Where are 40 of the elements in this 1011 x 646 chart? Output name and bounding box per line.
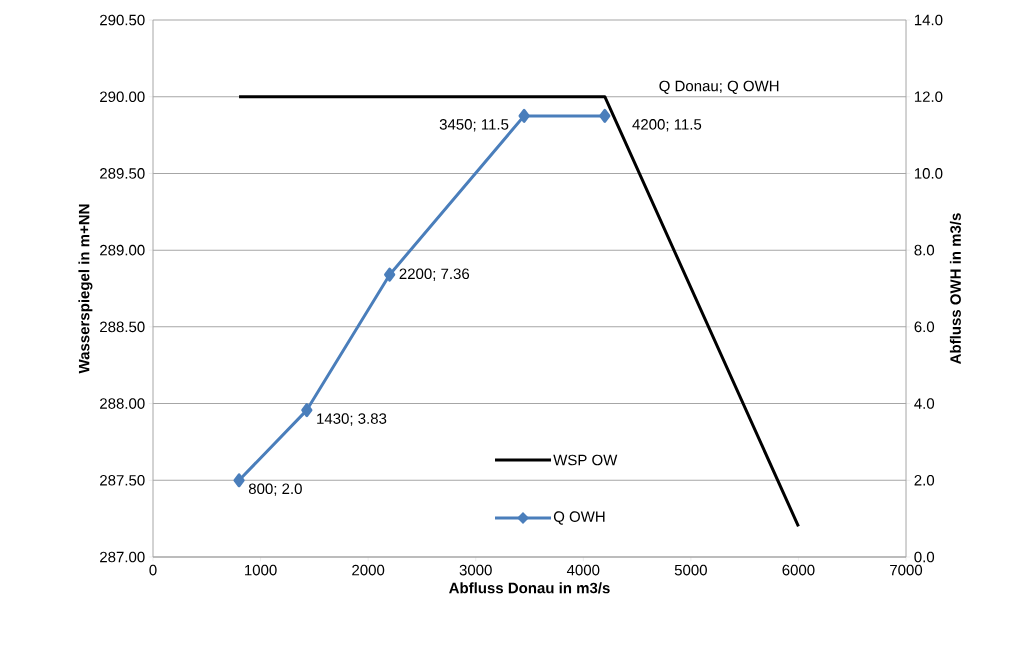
x-tick-label: 2000 [352, 564, 385, 576]
x-tick-label: 4000 [566, 564, 600, 576]
y2-tick-label: 10.0 [914, 168, 943, 179]
y2-tick-label: 2.0 [914, 474, 935, 486]
y-tick-label: 290.00 [100, 91, 145, 103]
annotation: Q Donau; Q OWH [659, 80, 779, 94]
x-tick-label: 6000 [782, 564, 815, 576]
y-axis-title: Wasserspiegel in m+NN [78, 204, 93, 374]
y2-tick-label: 12.0 [914, 91, 943, 103]
y2-tick-label: 6.0 [914, 321, 935, 333]
legend-label: WSP OW [553, 454, 618, 466]
x-tick-label: 7000 [890, 564, 923, 576]
data-label: 2200; 7.36 [399, 268, 470, 281]
x-tick-label: 1000 [245, 564, 277, 576]
y-tick-label: 289.50 [100, 168, 145, 179]
y2-tick-label: 4.0 [914, 398, 935, 409]
x-tick-label: 5000 [674, 564, 707, 576]
y-tick-label: 287.00 [100, 551, 145, 563]
point [301, 403, 313, 418]
point [599, 108, 611, 123]
point [518, 108, 530, 123]
y-tick-label: 288.00 [100, 398, 145, 409]
x-tick-label: 0 [149, 564, 157, 576]
data-label: 3450; 11.5 [439, 119, 509, 132]
x-axis-title: Abfluss Donau in m3/s [449, 582, 610, 594]
point [233, 473, 245, 488]
point [384, 267, 396, 282]
y2-tick-label: 0.0 [914, 551, 935, 563]
data-label: 800; 2.0 [248, 483, 302, 496]
legend-label: Q OWH [553, 511, 605, 525]
y2-tick-label: 8.0 [914, 244, 935, 256]
y-tick-label: 289.00 [100, 244, 145, 256]
y2-tick-label: 14.0 [914, 14, 943, 26]
y2-axis-title: Abfluss OWH in m3/s [949, 213, 962, 364]
y-tick-label: 288.50 [100, 321, 145, 333]
x-tick-label: 3000 [459, 564, 492, 576]
data-label: 4200; 11.5 [632, 119, 702, 132]
y-tick-label: 290.50 [100, 14, 145, 26]
data-label: 1430; 3.83 [317, 413, 387, 426]
y-tick-label: 287.50 [100, 474, 145, 486]
